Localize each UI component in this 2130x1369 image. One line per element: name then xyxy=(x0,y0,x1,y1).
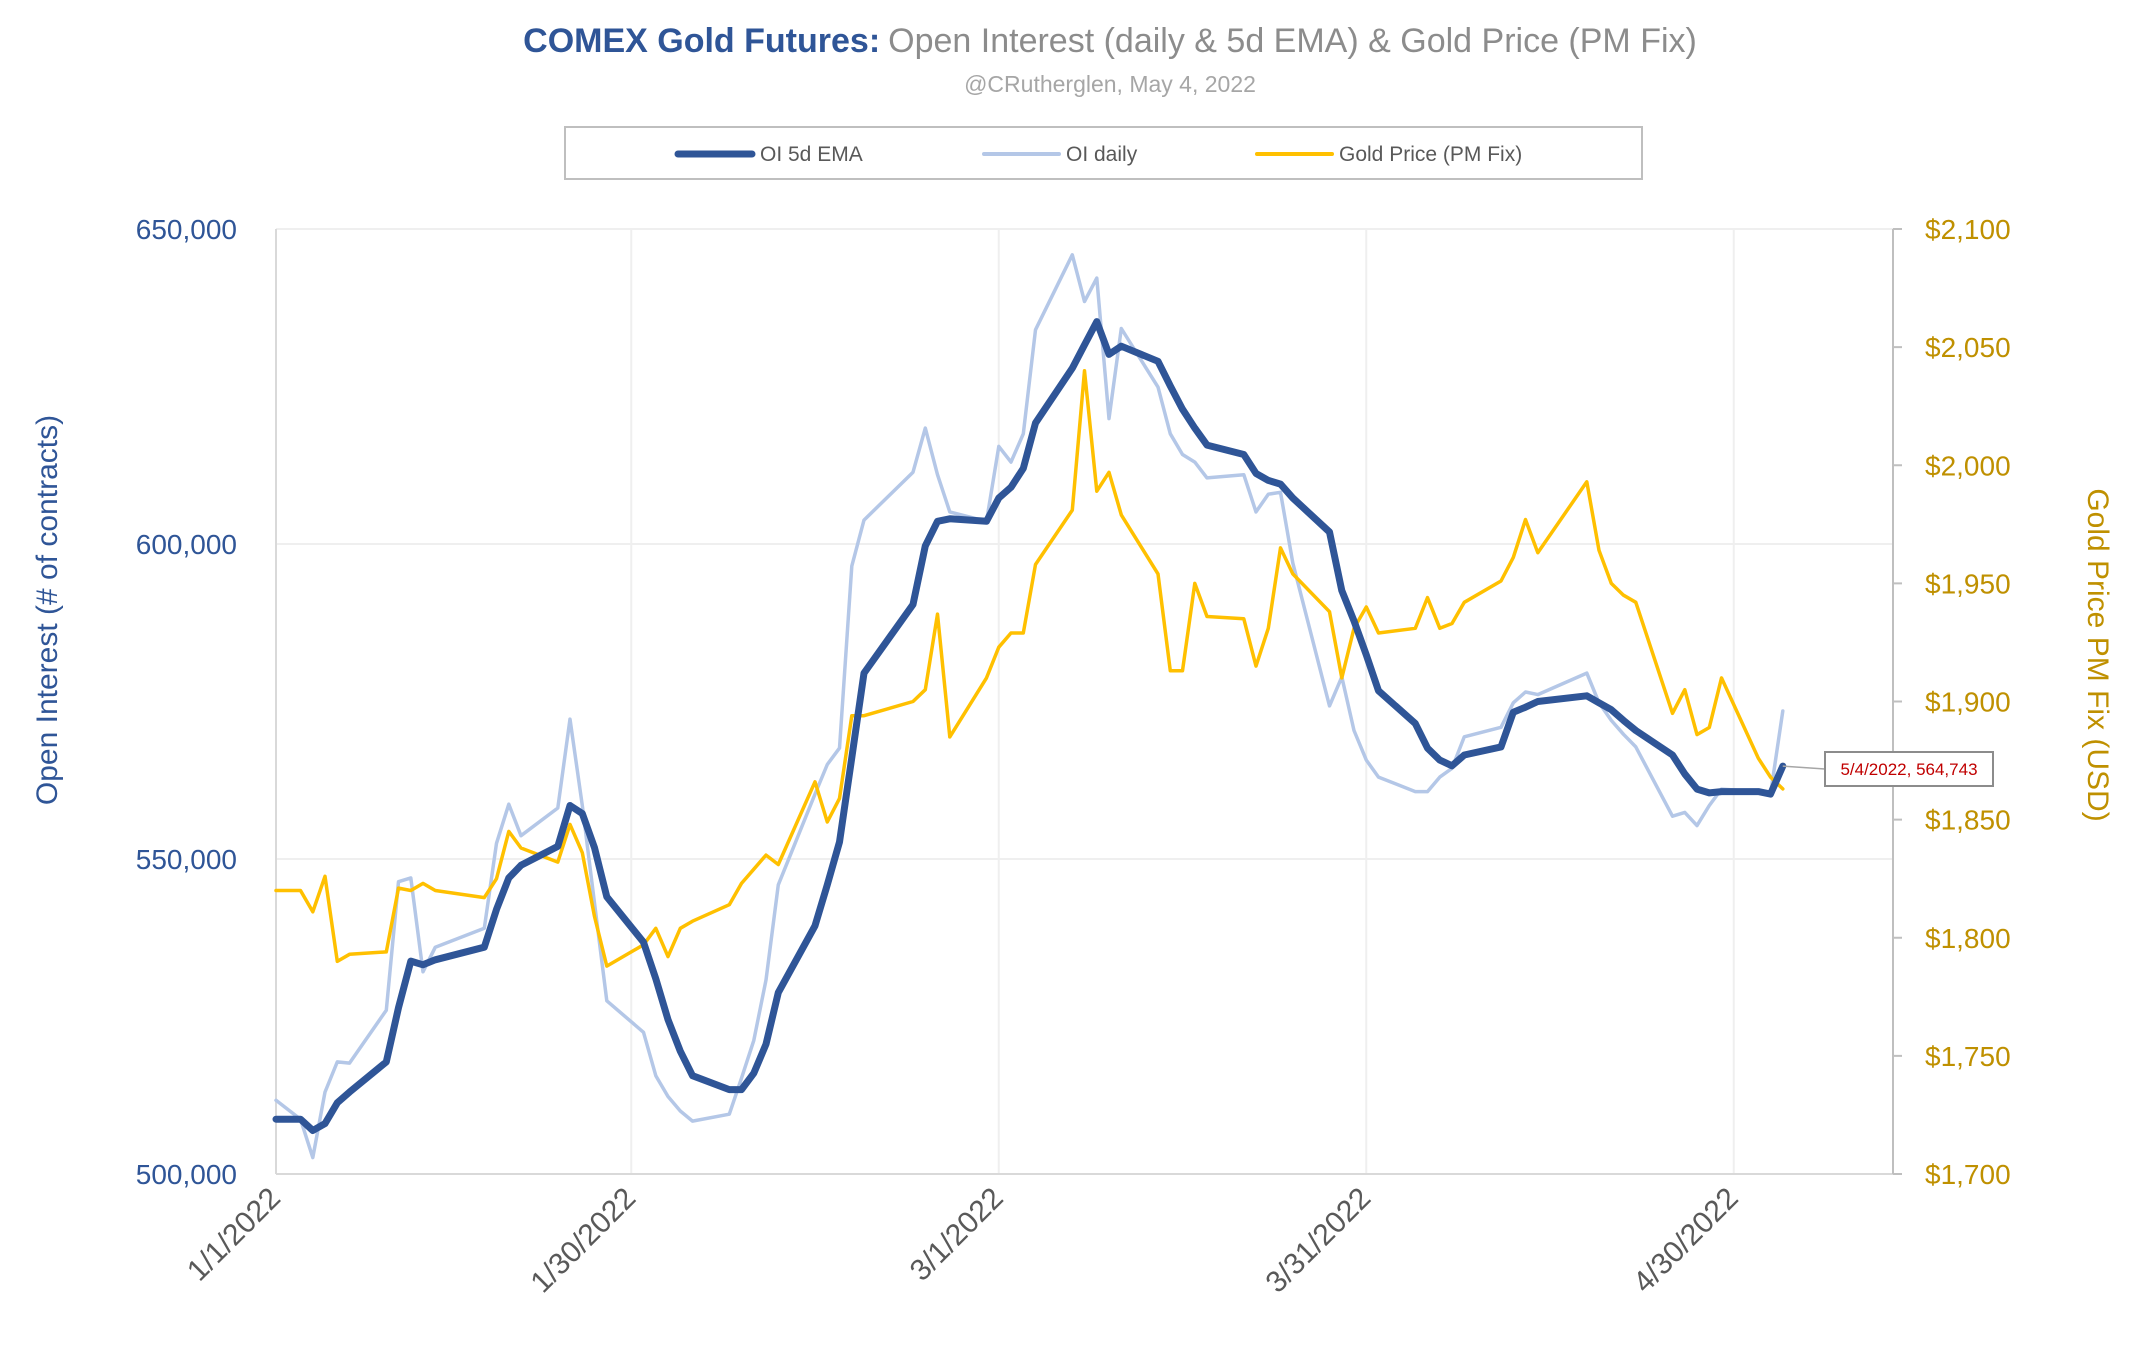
y-right-tick-label: $1,700 xyxy=(1925,1159,2011,1190)
y-right-tick-label: $1,900 xyxy=(1925,687,2011,718)
y-left-tick-label: 600,000 xyxy=(136,529,237,560)
x-tick-label: 3/31/2022 xyxy=(1259,1182,1377,1300)
y-axis-left-title: Open Interest (# of contracts) xyxy=(31,415,64,805)
chart-title-rest: Open Interest (daily & 5d EMA) & Gold Pr… xyxy=(888,22,1697,60)
x-tick-label: 3/1/2022 xyxy=(904,1182,1010,1288)
series-line-oi-daily xyxy=(274,253,1785,1160)
y-right-tick-label: $2,100 xyxy=(1925,214,2011,245)
x-tick-label: 1/1/2022 xyxy=(181,1182,287,1288)
series-line-oi-daily-group xyxy=(274,253,1785,1160)
plot-series xyxy=(272,253,1787,1160)
chart-title: COMEX Gold Futures: Open Interest (daily … xyxy=(523,22,1697,60)
y-right-tick-label: $1,850 xyxy=(1925,805,2011,836)
chart-title-bold: COMEX Gold Futures: xyxy=(523,22,880,60)
callout-box xyxy=(1824,751,1994,787)
legend-item-ema[interactable]: OI 5d EMA xyxy=(674,143,863,166)
legend-label-ema: OI 5d EMA xyxy=(760,143,863,166)
chart-subtitle: @CRutherglen, May 4, 2022 xyxy=(964,71,1256,97)
y-left-tick-label: 500,000 xyxy=(136,1159,237,1190)
y-left-tick-label: 650,000 xyxy=(136,214,237,245)
series-line-oi-ema xyxy=(272,318,1787,1134)
callout-leader-line xyxy=(1782,765,1826,770)
axes xyxy=(275,228,1902,1175)
legend-label-gold: Gold Price (PM Fix) xyxy=(1339,143,1522,166)
x-tick-label: 1/30/2022 xyxy=(524,1182,642,1300)
x-tick-label: 4/30/2022 xyxy=(1627,1182,1745,1300)
legend-label-daily: OI daily xyxy=(1066,143,1138,166)
y-right-tick-label: $1,750 xyxy=(1925,1041,2011,1072)
y-right-tick-label: $2,000 xyxy=(1925,450,2011,481)
y-right-tick-label: $1,950 xyxy=(1925,568,2011,599)
series-line-gold-price xyxy=(274,369,1785,968)
legend: OI 5d EMA OI daily Gold Price (PM Fix) xyxy=(564,126,1643,180)
y-axis-right-title: Gold Price PM Fix (USD) xyxy=(2081,488,2114,821)
y-right-tick-label: $2,050 xyxy=(1925,332,2011,363)
callout-label: 5/4/2022, 564,743 xyxy=(1840,760,1977,779)
data-callout: 5/4/2022, 564,743 xyxy=(1782,751,1994,787)
y-right-tick-label: $1,800 xyxy=(1925,923,2011,954)
series-line-oi-ema-group xyxy=(272,318,1787,1134)
y-left-tick-label: 550,000 xyxy=(136,844,237,875)
legend-item-gold[interactable]: Gold Price (PM Fix) xyxy=(1255,143,1522,166)
series-line-gold-price-group xyxy=(274,369,1785,968)
legend-item-daily[interactable]: OI daily xyxy=(982,143,1138,166)
tick-labels: 500,000 550,000 600,000 650,000 1/1/2022 1/30… xyxy=(136,214,2011,1299)
